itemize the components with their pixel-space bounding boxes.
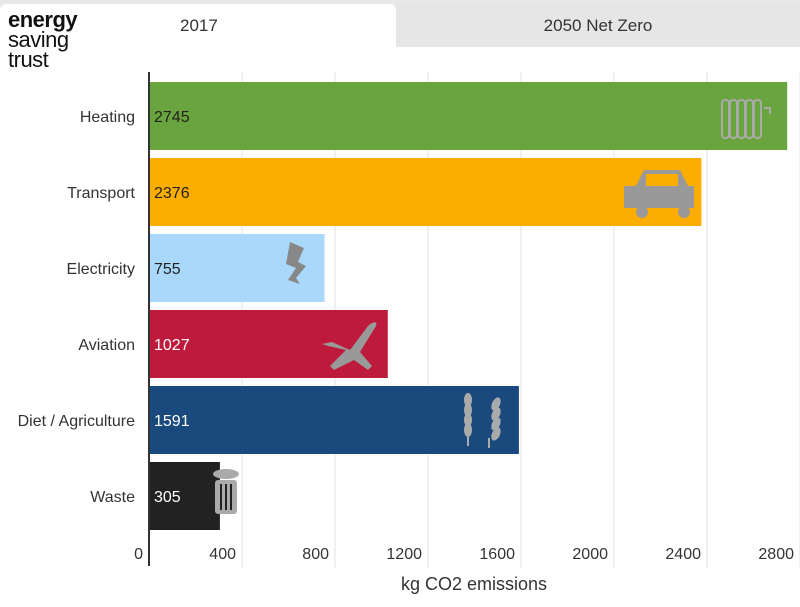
x-tick-label: 2000 [572, 546, 608, 563]
radiator-icon [721, 99, 771, 139]
energy-saving-trust-logo: energy saving trust [8, 7, 78, 72]
x-tick-label: 1600 [479, 546, 515, 563]
category-label: Diet / Agriculture [18, 413, 135, 430]
tab-2050-net-zero[interactable]: 2050 Net Zero [396, 4, 800, 47]
wheat-icon [464, 393, 501, 448]
tab-2017[interactable]: 2017 [0, 4, 396, 47]
category-label: Waste [90, 489, 135, 506]
x-axis-title: kg CO2 emissions [401, 574, 547, 594]
x-tick-label: 800 [302, 546, 329, 563]
category-label: Heating [80, 109, 135, 126]
x-tick-label: 400 [209, 546, 236, 563]
airplane-icon [322, 322, 377, 370]
data-label: 2376 [154, 185, 190, 202]
data-label: 755 [154, 261, 181, 278]
car-icon [624, 170, 694, 218]
logo-line: energy [8, 7, 78, 32]
bin-icon [213, 469, 239, 514]
category-label: Transport [67, 185, 135, 202]
bar-transport [149, 158, 702, 226]
tab-bar: 2017 2050 Net Zero [0, 0, 800, 47]
x-tick-label: 1200 [386, 546, 422, 563]
data-label: 1591 [154, 413, 190, 430]
logo-line: saving [8, 27, 69, 52]
bar-heating [149, 82, 788, 150]
data-label: 2745 [154, 109, 190, 126]
data-label: 305 [154, 489, 181, 506]
x-tick-label: 0 [134, 546, 143, 563]
lightning-icon [286, 242, 306, 284]
data-label: 1027 [154, 337, 190, 354]
category-label: Aviation [78, 337, 135, 354]
bar-diet-agriculture [149, 386, 519, 454]
logo-line: trust [8, 47, 49, 72]
category-label: Electricity [67, 261, 135, 278]
x-tick-label: 2800 [758, 546, 794, 563]
bar-aviation [149, 310, 388, 378]
x-tick-label: 2400 [665, 546, 701, 563]
bar-waste [149, 462, 220, 530]
